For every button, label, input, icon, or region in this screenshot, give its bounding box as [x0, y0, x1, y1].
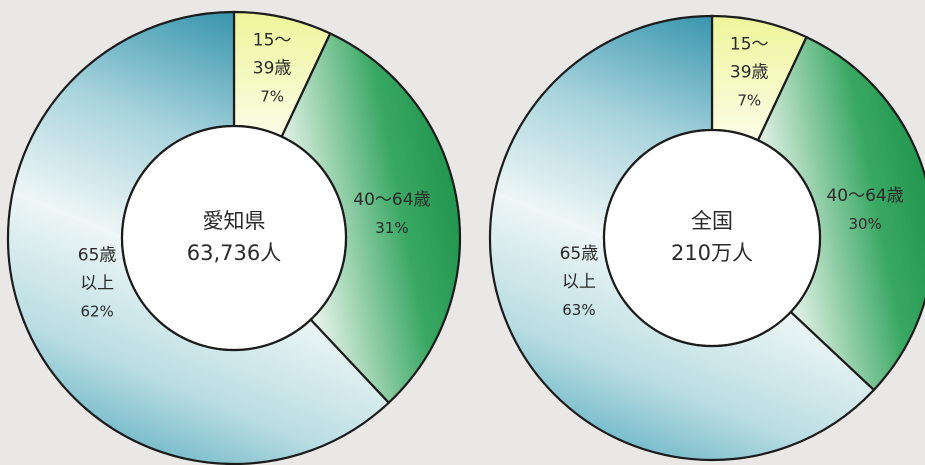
- center-value: 63,736人: [187, 241, 281, 265]
- slice-name-label: 15～: [730, 34, 769, 54]
- slice-name-label: 40～64歳: [826, 186, 903, 206]
- slice-name-label: 40～64歳: [353, 190, 430, 210]
- slice-name-label: 39歳: [253, 59, 292, 79]
- slice-percent-label: 7%: [737, 91, 761, 109]
- slice-name-label: 以上: [562, 272, 596, 292]
- center-title: 愛知県: [203, 209, 266, 233]
- center-title: 全国: [691, 209, 733, 233]
- slice-name-label: 65歳: [560, 244, 599, 264]
- slice-name-label: 65歳: [78, 245, 117, 265]
- slice-percent-label: 31%: [375, 219, 408, 237]
- slice-name-label: 39歳: [730, 62, 769, 82]
- slice-percent-label: 30%: [848, 215, 881, 233]
- center-value: 210万人: [671, 241, 753, 265]
- slice-name-label: 以上: [80, 273, 114, 293]
- slice-percent-label: 63%: [562, 301, 595, 319]
- donut-hole: [120, 124, 348, 352]
- slice-percent-label: 62%: [80, 302, 113, 320]
- slice-name-label: 15～: [253, 31, 292, 51]
- slice-percent-label: 7%: [260, 88, 284, 106]
- donut-hole: [602, 128, 822, 348]
